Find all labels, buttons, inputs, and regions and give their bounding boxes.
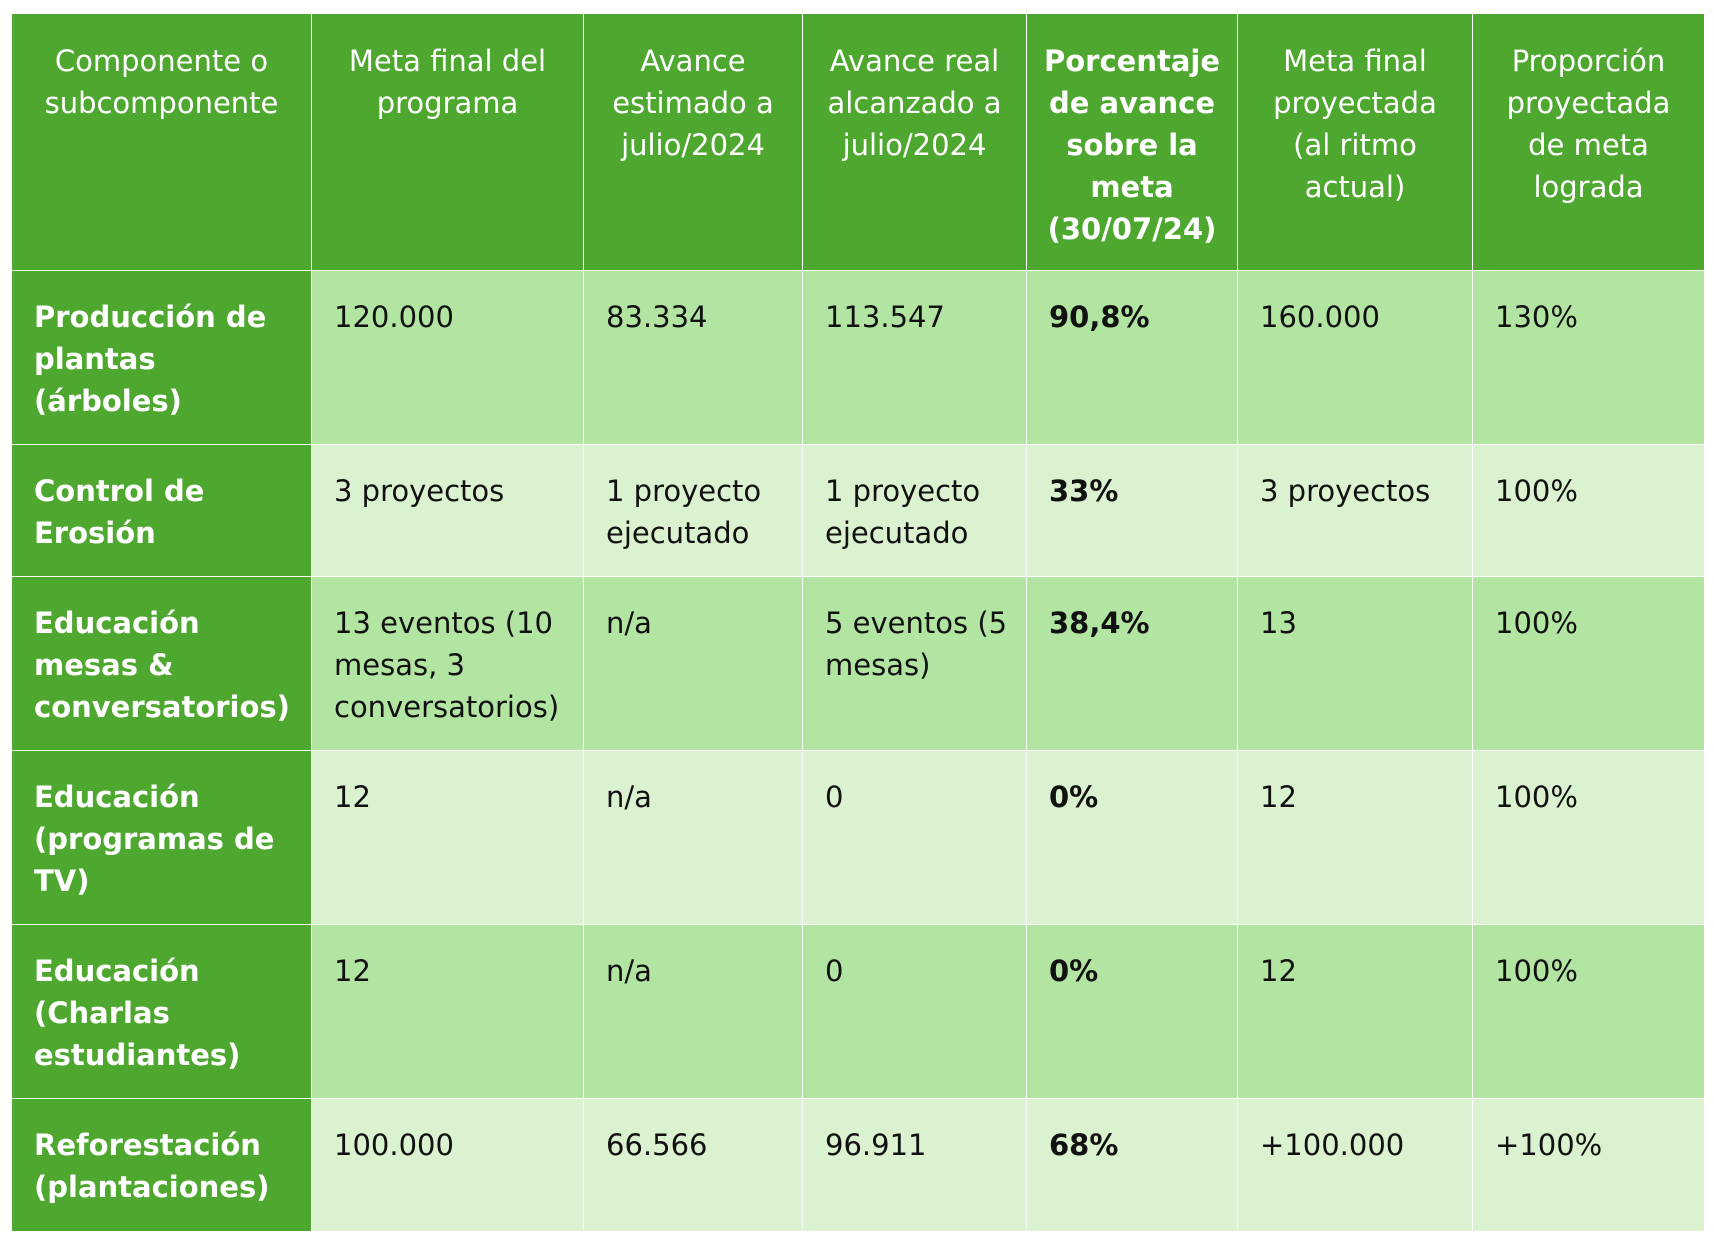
- cell-avance-real: 0: [802, 750, 1027, 925]
- cell-porcentaje: 68%: [1026, 1098, 1238, 1232]
- row-label: Educación mesas & conversatorios): [11, 576, 312, 751]
- cell-avance-real: 5 eventos (5 mesas): [802, 576, 1027, 751]
- cell-proporcion: 100%: [1472, 444, 1705, 577]
- row-label: Educación (programas de TV): [11, 750, 312, 925]
- header-meta-final: Meta final del programa: [311, 13, 584, 271]
- cell-avance-estimado: n/a: [583, 576, 803, 751]
- cell-meta-proyectada: 12: [1237, 750, 1473, 925]
- row-label: Reforestación (plantaciones): [11, 1098, 312, 1232]
- cell-meta-proyectada: +100.000: [1237, 1098, 1473, 1232]
- cell-avance-real: 1 proyecto ejecutado: [802, 444, 1027, 577]
- cell-avance-estimado: 1 proyecto ejecutado: [583, 444, 803, 577]
- cell-meta-final: 12: [311, 924, 584, 1099]
- cell-avance-real: 113.547: [802, 270, 1027, 445]
- cell-proporcion: 130%: [1472, 270, 1705, 445]
- progress-table-container: Componente o subcomponente Meta final de…: [11, 13, 1705, 1232]
- row-label: Control de Erosión: [11, 444, 312, 577]
- header-porcentaje: Porcentaje de avance sobre la meta (30/0…: [1026, 13, 1238, 271]
- header-proporcion: Proporción proyectada de meta lograda: [1472, 13, 1705, 271]
- row-label: Producción de plantas (árboles): [11, 270, 312, 445]
- cell-meta-final: 12: [311, 750, 584, 925]
- cell-proporcion: 100%: [1472, 750, 1705, 925]
- table-row: Control de Erosión 3 proyectos 1 proyect…: [11, 444, 1705, 577]
- row-label: Educación (Charlas estudiantes): [11, 924, 312, 1099]
- cell-meta-final: 13 eventos (10 mesas, 3 conversatorios): [311, 576, 584, 751]
- header-row: Componente o subcomponente Meta final de…: [11, 13, 1705, 271]
- cell-porcentaje: 0%: [1026, 924, 1238, 1099]
- cell-porcentaje: 0%: [1026, 750, 1238, 925]
- cell-avance-real: 0: [802, 924, 1027, 1099]
- header-avance-real: Avance real alcanzado a julio/2024: [802, 13, 1027, 271]
- cell-meta-final: 120.000: [311, 270, 584, 445]
- cell-porcentaje: 33%: [1026, 444, 1238, 577]
- cell-meta-final: 3 proyectos: [311, 444, 584, 577]
- cell-proporcion: +100%: [1472, 1098, 1705, 1232]
- header-meta-proyectada: Meta final proyectada (al ritmo actual): [1237, 13, 1473, 271]
- cell-meta-proyectada: 13: [1237, 576, 1473, 751]
- table-row: Educación mesas & conversatorios) 13 eve…: [11, 576, 1705, 751]
- cell-meta-final: 100.000: [311, 1098, 584, 1232]
- cell-meta-proyectada: 3 proyectos: [1237, 444, 1473, 577]
- cell-avance-real: 96.911: [802, 1098, 1027, 1232]
- table-row: Educación (Charlas estudiantes) 12 n/a 0…: [11, 924, 1705, 1099]
- cell-meta-proyectada: 12: [1237, 924, 1473, 1099]
- cell-avance-estimado: 66.566: [583, 1098, 803, 1232]
- table-row: Educación (programas de TV) 12 n/a 0 0% …: [11, 750, 1705, 925]
- table-row: Reforestación (plantaciones) 100.000 66.…: [11, 1098, 1705, 1232]
- cell-proporcion: 100%: [1472, 576, 1705, 751]
- cell-proporcion: 100%: [1472, 924, 1705, 1099]
- cell-porcentaje: 90,8%: [1026, 270, 1238, 445]
- table-row: Producción de plantas (árboles) 120.000 …: [11, 270, 1705, 445]
- cell-avance-estimado: 83.334: [583, 270, 803, 445]
- header-componente: Componente o subcomponente: [11, 13, 312, 271]
- progress-table: Componente o subcomponente Meta final de…: [11, 13, 1705, 1232]
- cell-avance-estimado: n/a: [583, 924, 803, 1099]
- cell-avance-estimado: n/a: [583, 750, 803, 925]
- cell-porcentaje: 38,4%: [1026, 576, 1238, 751]
- cell-meta-proyectada: 160.000: [1237, 270, 1473, 445]
- header-avance-estimado: Avance estimado a julio/2024: [583, 13, 803, 271]
